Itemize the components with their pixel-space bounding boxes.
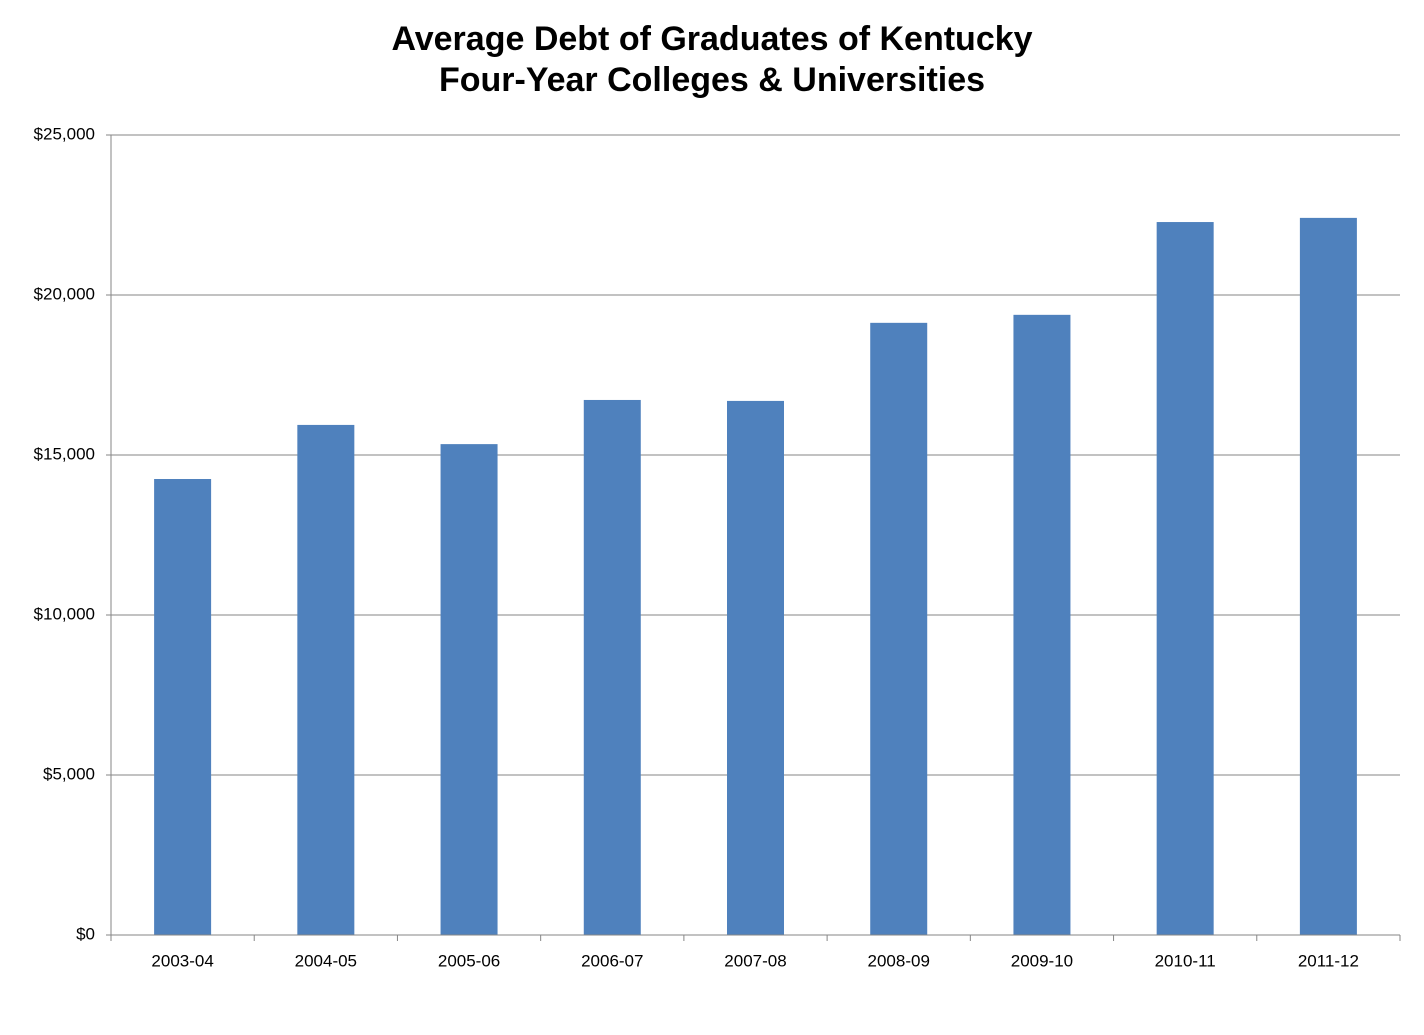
bar [727,400,784,935]
bar [1013,314,1071,936]
bar [583,399,641,936]
x-tick-label: 2010-11 [1155,951,1216,970]
chart-title: Average Debt of Graduates of Kentucky [391,20,1032,58]
y-tick-label: $0 [76,924,95,943]
x-tick-label: 2008-09 [868,951,930,970]
x-tick-label: 2005-06 [438,951,500,970]
bar [440,444,498,935]
y-tick-label: $15,000 [34,444,95,463]
x-tick-label: 2007-08 [724,951,786,970]
y-tick-label: $25,000 [34,124,95,143]
bar [1299,217,1357,935]
bar [1156,222,1214,936]
chart-title: Four-Year Colleges & Universities [439,61,985,99]
x-tick-label: 2003-04 [151,951,213,970]
y-tick-label: $10,000 [34,604,95,623]
bar [870,322,928,936]
x-tick-label: 2004-05 [295,951,357,970]
x-tick-label: 2009-10 [1011,951,1073,970]
x-tick-label: 2006-07 [581,951,643,970]
bar [297,424,355,935]
y-tick-label: $20,000 [34,284,95,303]
bar [154,479,212,935]
y-tick-label: $5,000 [43,764,95,783]
x-tick-label: 2011-12 [1298,951,1359,970]
